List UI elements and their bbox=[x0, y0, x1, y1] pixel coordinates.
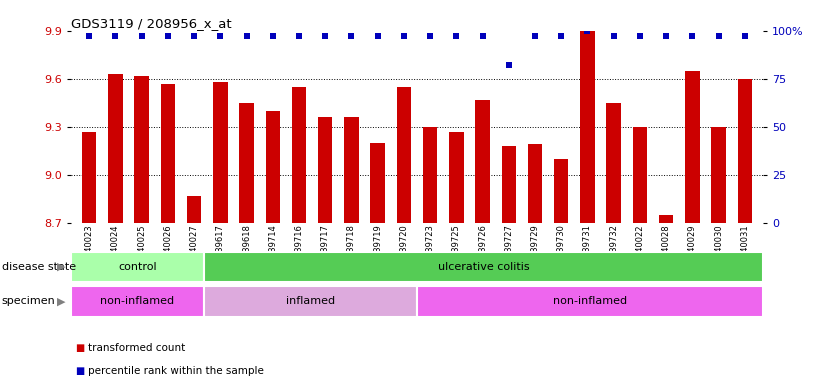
Text: ■: ■ bbox=[75, 366, 84, 376]
Text: percentile rank within the sample: percentile rank within the sample bbox=[88, 366, 264, 376]
Bar bbox=[239, 103, 254, 223]
Text: transformed count: transformed count bbox=[88, 343, 185, 353]
Text: ▶: ▶ bbox=[57, 262, 65, 272]
Bar bbox=[265, 111, 280, 223]
Bar bbox=[318, 117, 333, 223]
Text: non-inflamed: non-inflamed bbox=[553, 296, 627, 306]
Bar bbox=[475, 99, 490, 223]
Bar bbox=[370, 143, 384, 223]
Bar bbox=[187, 195, 201, 223]
Bar bbox=[711, 127, 726, 223]
Text: ▶: ▶ bbox=[57, 296, 65, 306]
Bar bbox=[580, 31, 595, 223]
Bar bbox=[554, 159, 569, 223]
Bar bbox=[214, 82, 228, 223]
Bar bbox=[71, 286, 204, 317]
Text: non-inflamed: non-inflamed bbox=[100, 296, 174, 306]
Bar bbox=[423, 127, 437, 223]
Bar bbox=[108, 74, 123, 223]
Bar bbox=[397, 87, 411, 223]
Bar bbox=[528, 144, 542, 223]
Bar bbox=[685, 71, 700, 223]
Text: ■: ■ bbox=[75, 343, 84, 353]
Text: ulcerative colitis: ulcerative colitis bbox=[438, 262, 530, 272]
Text: specimen: specimen bbox=[2, 296, 55, 306]
Bar bbox=[501, 146, 516, 223]
Bar bbox=[659, 215, 673, 223]
Bar bbox=[737, 79, 752, 223]
Bar bbox=[633, 127, 647, 223]
Bar bbox=[82, 132, 97, 223]
Bar bbox=[134, 76, 149, 223]
Bar bbox=[417, 286, 763, 317]
Bar bbox=[204, 252, 763, 282]
Bar bbox=[292, 87, 306, 223]
Bar bbox=[450, 132, 464, 223]
Text: disease state: disease state bbox=[2, 262, 76, 272]
Text: inflamed: inflamed bbox=[286, 296, 335, 306]
Text: control: control bbox=[118, 262, 157, 272]
Bar bbox=[344, 117, 359, 223]
Bar bbox=[204, 286, 417, 317]
Bar bbox=[161, 84, 175, 223]
Bar bbox=[606, 103, 620, 223]
Bar bbox=[71, 252, 204, 282]
Text: GDS3119 / 208956_x_at: GDS3119 / 208956_x_at bbox=[71, 17, 232, 30]
